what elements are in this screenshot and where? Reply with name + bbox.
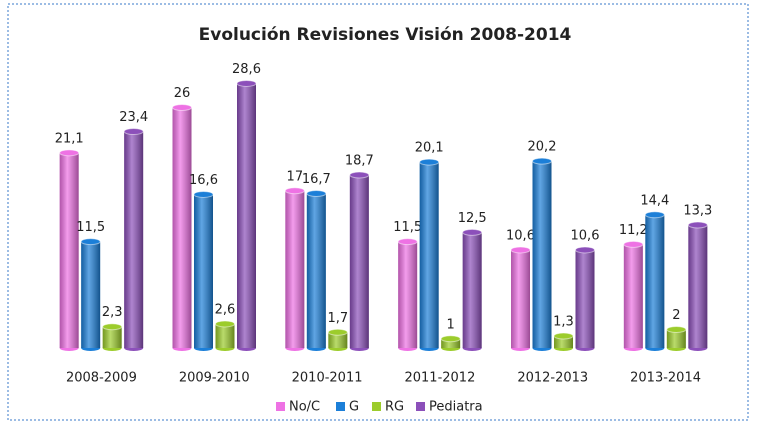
bar-cap	[236, 79, 257, 87]
bar-shade	[441, 338, 461, 348]
bar-shade	[511, 249, 530, 348]
legend-swatch	[416, 402, 425, 411]
bar-cap	[327, 328, 348, 336]
legend-swatch	[336, 402, 345, 411]
data-label: 1,3	[553, 314, 574, 329]
x-tick-label: 2011-2012	[404, 371, 475, 386]
bar-cap	[623, 240, 644, 248]
bar-shade	[172, 107, 192, 348]
bar-shade	[237, 83, 256, 348]
data-label: 11,2	[619, 223, 648, 238]
bar-cap	[80, 238, 101, 246]
data-label: 10,6	[506, 228, 535, 243]
bar-cap	[532, 157, 552, 165]
data-label: 20,1	[415, 141, 444, 156]
legend-label: RG	[385, 400, 404, 415]
bar-cap	[644, 211, 665, 219]
chart-title: Evolución Revisiones Visión 2008-2014	[199, 25, 572, 45]
data-label: 10,6	[571, 228, 600, 243]
data-label: 21,1	[55, 131, 84, 146]
legend-swatch	[372, 402, 381, 411]
bar-shade	[666, 329, 686, 348]
bar-shade	[81, 241, 101, 348]
data-label: 12,5	[458, 211, 487, 226]
bar-shade	[575, 249, 595, 348]
bar-shade	[285, 190, 305, 348]
data-label: 2,3	[102, 305, 123, 320]
bar-shade	[623, 244, 643, 348]
bar-shade	[398, 241, 418, 348]
legend-label: G	[349, 400, 359, 415]
chart-frame	[7, 3, 749, 421]
bar-shade	[419, 162, 439, 348]
data-label: 16,7	[302, 172, 331, 187]
bar-cap	[284, 187, 305, 195]
bar-cap	[510, 246, 531, 254]
bar-shade	[194, 194, 213, 348]
bar-cap	[193, 190, 214, 198]
x-tick-label: 2010-2011	[292, 371, 363, 386]
bar-shade	[462, 232, 482, 348]
data-label: 1,7	[327, 311, 348, 326]
bar-shade	[59, 152, 79, 348]
bar-cap	[397, 238, 418, 246]
x-tick-label: 2009-2010	[179, 371, 250, 386]
bar-shade	[349, 175, 369, 348]
bar-cap	[349, 171, 370, 179]
data-label: 16,6	[189, 173, 218, 188]
bar-cap	[687, 221, 708, 229]
bar-cap	[172, 104, 192, 111]
bar-shade	[532, 161, 552, 348]
data-label: 28,6	[232, 62, 261, 77]
bar-cap	[123, 128, 144, 136]
bar-cap	[462, 228, 483, 236]
bar-shade	[328, 332, 348, 348]
x-tick-label: 2012-2013	[517, 371, 588, 386]
bar-shade	[124, 131, 144, 348]
legend-label: No/C	[289, 400, 320, 415]
data-label: 18,7	[345, 154, 374, 169]
data-label: 26	[174, 86, 191, 101]
x-tick-label: 2013-2014	[630, 371, 701, 386]
bar-cap	[575, 246, 595, 254]
bar-cap	[666, 326, 687, 333]
data-label: 23,4	[119, 110, 148, 125]
data-label: 2	[672, 308, 680, 323]
bar-cap	[102, 323, 123, 331]
data-label: 11,5	[76, 220, 105, 235]
bar-shade	[306, 193, 326, 348]
data-label: 14,4	[640, 193, 669, 208]
bar-shade	[215, 323, 235, 348]
data-label: 13,3	[683, 203, 712, 218]
data-label: 2,6	[215, 302, 236, 317]
legend-label: Pediatra	[429, 400, 483, 415]
x-tick-label: 2008-2009	[66, 371, 137, 386]
bar-cap	[215, 320, 235, 328]
bar-cap	[419, 158, 440, 166]
bar-cap	[306, 190, 327, 198]
data-label: 20,2	[528, 140, 557, 155]
bar-shade	[102, 326, 122, 348]
bar-cap	[59, 149, 80, 157]
data-label: 17	[287, 169, 304, 184]
bar-cap	[553, 332, 574, 340]
legend-swatch	[276, 402, 285, 411]
data-label: 11,5	[393, 220, 422, 235]
bar-shade	[645, 214, 665, 348]
bar-shade	[688, 224, 708, 348]
data-label: 1	[447, 317, 455, 332]
bar-cap	[440, 335, 461, 343]
